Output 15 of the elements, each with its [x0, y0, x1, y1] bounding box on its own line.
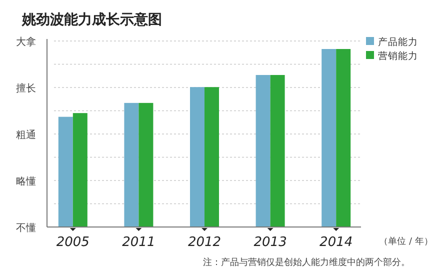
- text: （单位 / 年）: [379, 236, 433, 247]
- text: 大拿: [16, 36, 36, 48]
- legend-label: 产品能力: [378, 36, 418, 48]
- x-tick-label: 2013: [254, 235, 287, 250]
- text: 注：产品与营销仅是创始人能力维度中的两个部分。: [203, 257, 410, 268]
- chart-title: 姚劲波能力成长示意图: [21, 11, 162, 28]
- text: 略懂: [16, 176, 36, 188]
- text: 擅长: [16, 82, 36, 94]
- x-tick-label: 2005: [56, 235, 90, 250]
- x-tick-label: 2012: [188, 235, 222, 250]
- text: 粗通: [16, 129, 36, 141]
- x-tick-label: 2011: [122, 235, 156, 250]
- x-tick-label: 2014: [320, 235, 353, 250]
- text: 不懂: [16, 222, 36, 234]
- legend-label: 营销能力: [378, 50, 418, 62]
